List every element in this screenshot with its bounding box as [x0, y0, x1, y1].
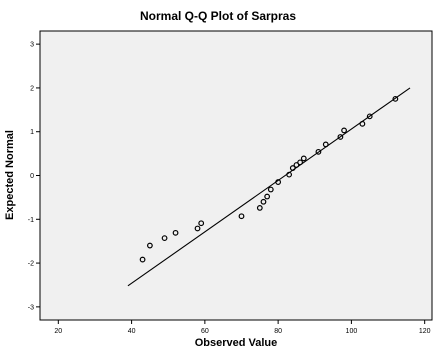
x-tick-label: 60 [201, 328, 209, 335]
x-tick-label: 100 [346, 328, 358, 335]
x-axis-ticks: 20 40 60 80 100 120 [54, 320, 431, 335]
x-axis-label: Observed Value [195, 337, 278, 349]
chart-title: Normal Q-Q Plot of Sarpras [140, 9, 296, 23]
data-point [286, 171, 293, 178]
data-point [341, 127, 347, 134]
data-point [359, 120, 366, 127]
data-point [322, 141, 329, 148]
y-tick-label: 0 [30, 173, 34, 180]
y-tick-label: -1 [28, 217, 34, 224]
points-layer [139, 95, 399, 263]
data-point [172, 229, 179, 236]
x-tick-label: 20 [54, 328, 62, 335]
y-axis-ticks: -3 -2 -1 0 1 2 3 [28, 42, 40, 311]
y-tick-label: 1 [30, 129, 34, 136]
y-tick-label: 3 [30, 42, 34, 49]
data-point [194, 225, 201, 232]
data-point [337, 134, 344, 140]
data-point [267, 186, 274, 193]
data-point [300, 155, 307, 162]
data-point [297, 159, 304, 166]
data-point [198, 220, 205, 227]
data-point [264, 193, 271, 200]
data-point [392, 95, 399, 102]
y-tick-label: -3 [28, 304, 34, 311]
reference-line-layer [127, 87, 411, 287]
y-axis-label: Expected Normal [4, 130, 16, 220]
data-point [161, 235, 168, 242]
data-point [289, 165, 296, 171]
data-point [260, 198, 267, 205]
plot-area [39, 30, 433, 321]
y-tick-label: 2 [30, 85, 34, 92]
x-tick-label: 120 [419, 328, 431, 335]
data-point [293, 162, 300, 168]
data-point [275, 179, 282, 185]
data-point [238, 213, 245, 220]
data-point [139, 256, 146, 263]
data-point [366, 113, 373, 120]
x-tick-label: 40 [128, 328, 136, 335]
y-tick-label: -2 [28, 261, 34, 268]
data-point [147, 242, 153, 249]
x-tick-label: 80 [274, 328, 282, 335]
reference-line [127, 87, 411, 287]
data-point [256, 205, 263, 211]
data-point [315, 148, 322, 155]
